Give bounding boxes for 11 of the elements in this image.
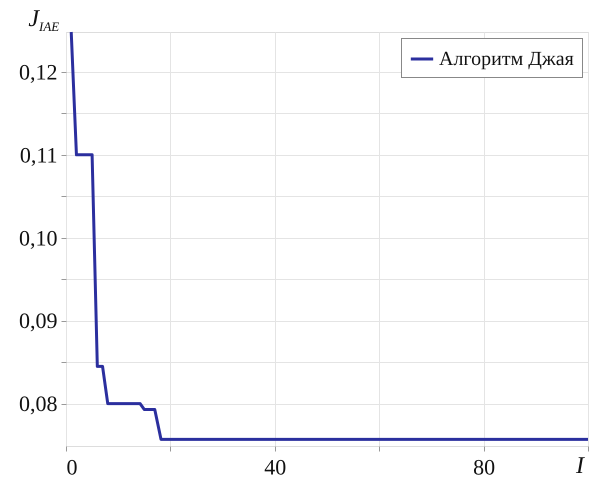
y-tick-label: 0,09 (19, 308, 58, 334)
y-tick-label: 0,10 (19, 225, 58, 250)
legend-label: Алгоритм Джая (439, 48, 574, 70)
y-tick-label: 0,11 (20, 142, 58, 168)
y-tick-label: 0,08 (19, 391, 58, 416)
line-series (70, 30, 590, 441)
y-tick-label: 0,12 (19, 59, 58, 84)
x-tick-label: 40 (264, 454, 286, 477)
x-tick-label: 80 (473, 454, 496, 477)
x-axis-title: I (575, 453, 585, 477)
x-tick-label: 0 (66, 454, 78, 477)
